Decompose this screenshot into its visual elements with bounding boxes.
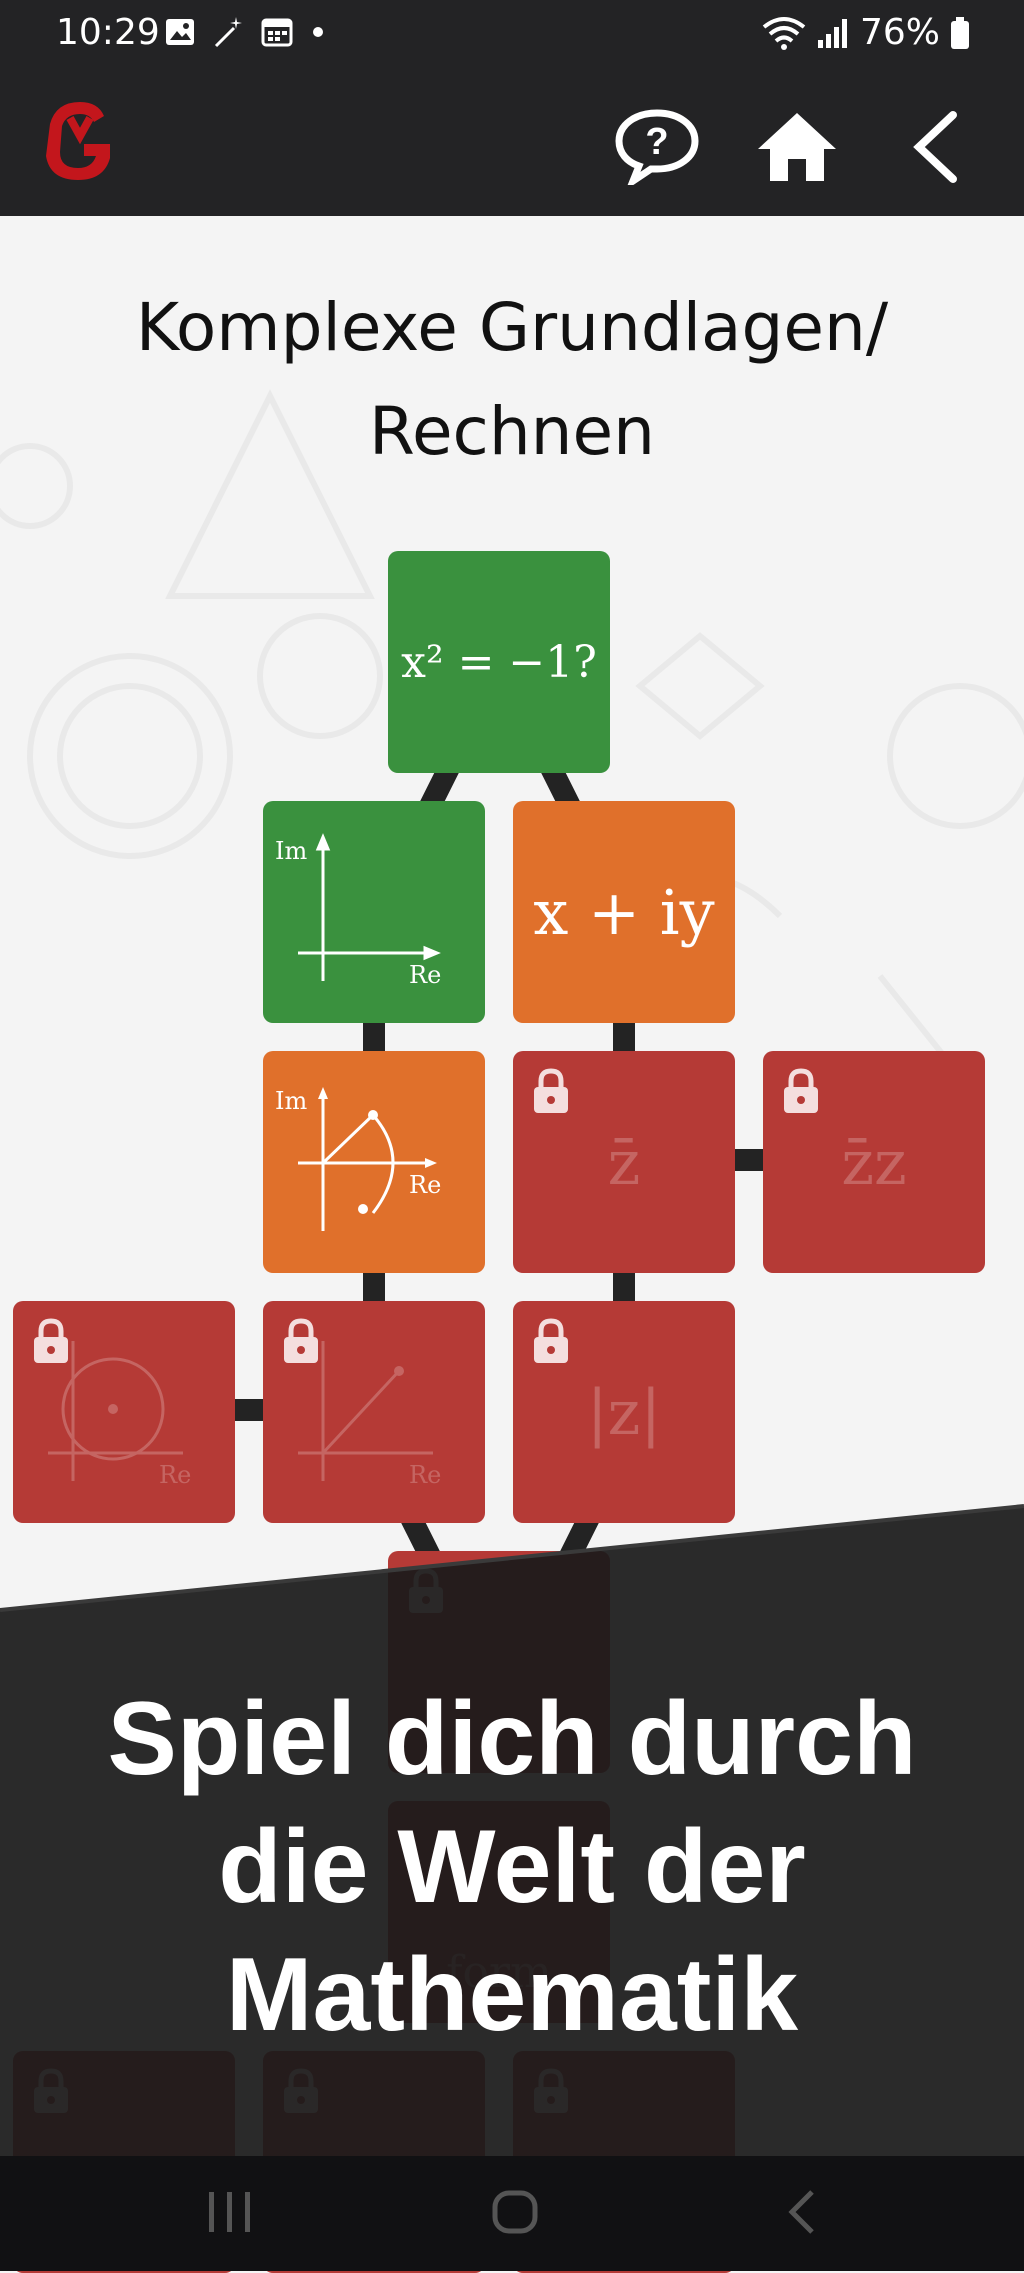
tile-label: x + iy bbox=[533, 875, 715, 949]
svg-text:?: ? bbox=[645, 121, 668, 163]
magic-wand-icon bbox=[214, 17, 242, 48]
svg-text:Re: Re bbox=[409, 1171, 441, 1199]
lesson-tile-vector[interactable]: Re bbox=[263, 1301, 485, 1523]
calendar-icon bbox=[261, 18, 293, 47]
circle-plane-icon: Re bbox=[48, 1341, 191, 1489]
battery-percent: 76% bbox=[859, 12, 940, 53]
recents-icon[interactable] bbox=[205, 2184, 255, 2240]
signal-icon bbox=[817, 18, 847, 48]
promo-line-3: Mathematik bbox=[225, 1937, 799, 2053]
page-title: Komplexe Grundlagen/ Rechnen bbox=[135, 289, 889, 470]
tile-label: z̄z bbox=[841, 1125, 907, 1199]
promo-line-2: die Welt der bbox=[218, 1809, 806, 1925]
lesson-tile-complex-plane[interactable]: Im Re Im Re bbox=[263, 801, 485, 1023]
tile-label: x² = −1? bbox=[401, 636, 597, 688]
status-time: 10:29 bbox=[56, 12, 160, 53]
lesson-tile-conjugate[interactable]: z̄ bbox=[513, 1051, 735, 1273]
home-icon bbox=[758, 113, 836, 181]
back-nav-icon[interactable] bbox=[782, 2184, 822, 2240]
gallery-icon bbox=[166, 19, 194, 45]
lesson-tile-conjugate-product[interactable]: z̄z bbox=[763, 1051, 985, 1273]
promo-banner: Spiel dich durch die Welt der Mathematik bbox=[40, 1675, 984, 2059]
lesson-tile-polar-plane[interactable]: Im Re Im Re bbox=[263, 1051, 485, 1273]
lesson-tile-circle[interactable]: Re bbox=[13, 1301, 235, 1523]
complex-plane-icon: Im Re bbox=[275, 833, 441, 989]
dot-icon bbox=[313, 27, 323, 37]
battery-icon bbox=[951, 16, 969, 49]
lesson-tile-imaginary-unit[interactable]: x² = −1? bbox=[388, 551, 610, 773]
lock-icon bbox=[34, 1318, 68, 1363]
mathegym-logo[interactable] bbox=[40, 96, 120, 191]
back-button[interactable] bbox=[892, 102, 982, 192]
polar-plane-icon: Im Re bbox=[275, 1087, 441, 1231]
svg-text:Im: Im bbox=[275, 1087, 307, 1115]
question-bubble-icon: ? bbox=[615, 109, 699, 185]
tile-label: z̄ bbox=[607, 1125, 641, 1199]
lock-icon bbox=[784, 1068, 818, 1113]
tile-label: Re bbox=[409, 1461, 441, 1489]
system-nav-bar bbox=[0, 2156, 1024, 2271]
help-button[interactable]: ? bbox=[612, 102, 702, 192]
lesson-tile-algebraic-form[interactable]: x + iy bbox=[513, 801, 735, 1023]
svg-text:Re: Re bbox=[409, 961, 441, 989]
svg-text:Im: Im bbox=[275, 837, 307, 865]
lock-icon bbox=[284, 1318, 318, 1363]
lock-icon bbox=[534, 1068, 568, 1113]
home-button[interactable] bbox=[752, 102, 842, 192]
chevron-left-icon bbox=[913, 111, 957, 183]
app-bar: ? bbox=[0, 68, 1024, 216]
lesson-tile-absolute-value[interactable]: |z| bbox=[513, 1301, 735, 1523]
home-nav-icon[interactable] bbox=[490, 2184, 540, 2240]
tile-label: |z| bbox=[586, 1375, 662, 1449]
lock-icon bbox=[534, 1318, 568, 1363]
tile-label: Re bbox=[159, 1461, 191, 1489]
status-bar: 10:29 76% bbox=[0, 0, 1024, 68]
wifi-icon bbox=[762, 16, 806, 50]
vector-plane-icon: Re bbox=[298, 1341, 441, 1489]
promo-line-1: Spiel dich durch bbox=[107, 1681, 917, 1797]
